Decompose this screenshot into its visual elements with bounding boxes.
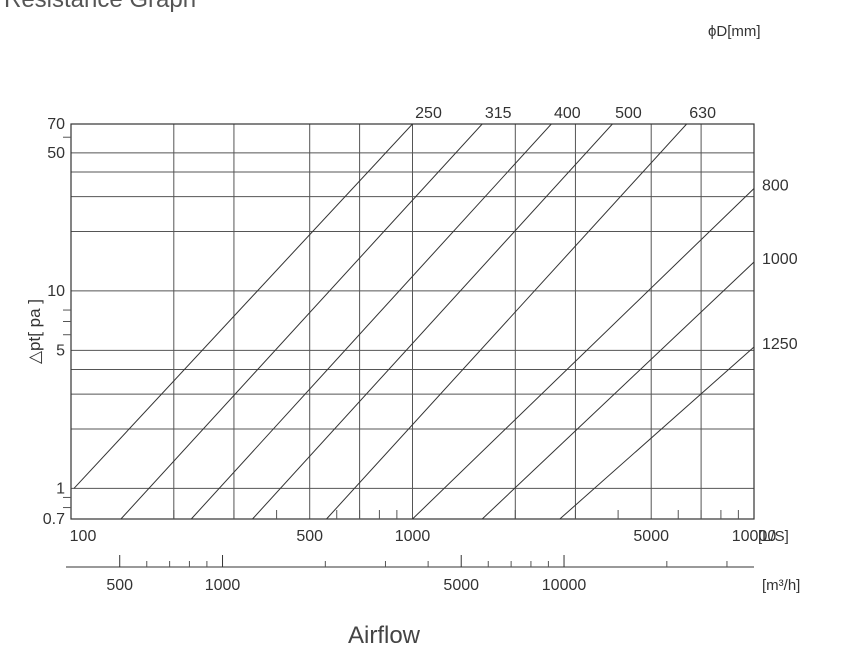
series-line-500 [252,123,613,520]
series-line-1000 [481,261,755,520]
series-line-630 [326,123,688,520]
series-label: 315 [485,105,512,122]
series-label: 630 [689,105,716,122]
series-line-1250 [559,346,755,520]
x-unit-label-m3h: [m³/h] [762,577,800,594]
secondary-tick-label: 500 [106,577,133,594]
y-axis-title: △pt[ pa ] [25,299,44,364]
x-tick-label: 5000 [633,528,669,545]
y-tick-label: 50 [47,145,65,162]
series-label: 1000 [762,251,798,268]
series-label: 1250 [762,336,798,353]
y-tick-label: 10 [47,283,65,300]
series-label: 800 [762,178,789,195]
x-tick-label: 1000 [395,528,431,545]
series-line-400 [190,123,552,520]
y-tick-label: 5 [56,342,65,359]
y-tick-label: 0.7 [43,511,65,528]
series-line-250 [73,123,413,489]
series-label: 250 [415,105,442,122]
chart-title: Resistance Graph [4,0,196,14]
x-tick-label: 100 [70,528,97,545]
diameter-unit-label: ϕD[mm] [708,23,761,40]
x-tick-label: 500 [296,528,323,545]
secondary-tick-label: 10000 [542,577,587,594]
series-line-315 [120,123,483,520]
series-line-800 [412,188,755,520]
secondary-tick-label: 1000 [205,577,241,594]
series-label: 400 [554,105,581,122]
series-label: 500 [615,105,642,122]
y-tick-label: 70 [47,116,65,133]
x-axis-title: Airflow [348,622,421,649]
x-tick-label: 10000 [732,528,777,545]
x-unit-label-ls: [L/S] [758,528,789,545]
y-tick-label: 1 [56,480,65,497]
secondary-tick-label: 5000 [443,577,479,594]
